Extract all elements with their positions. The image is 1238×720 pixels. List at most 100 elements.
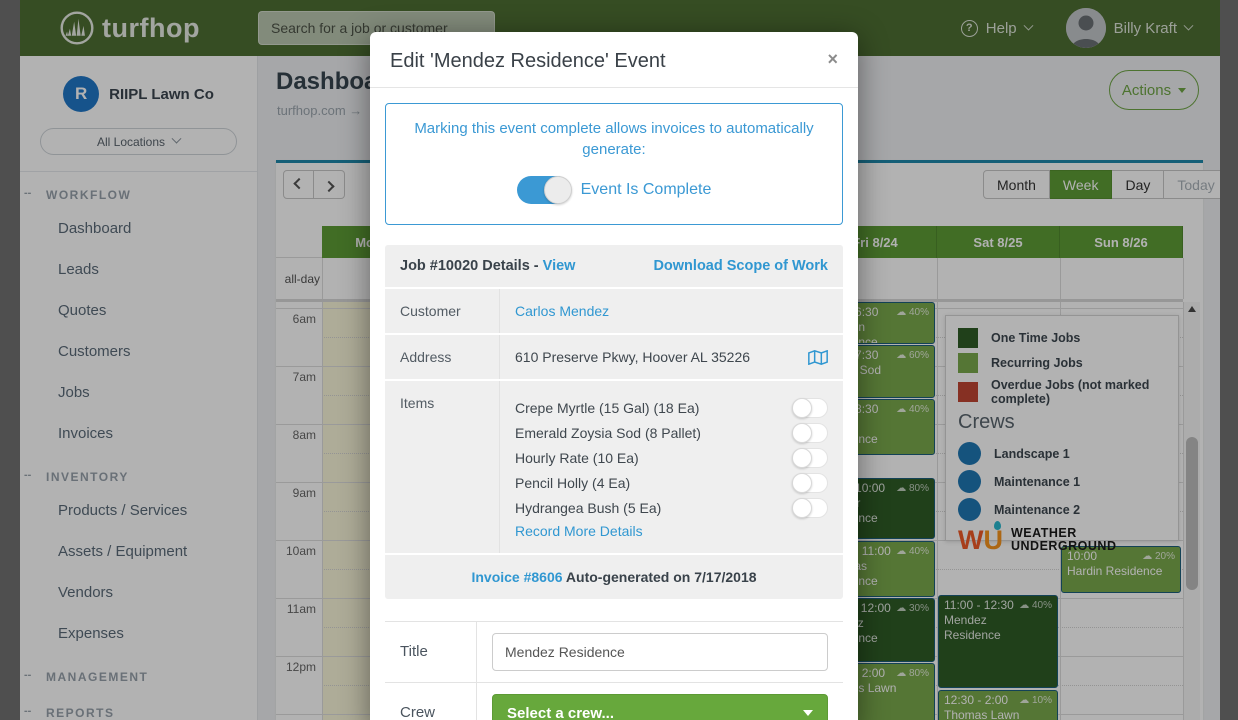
sidebar-item-expenses[interactable]: Expenses [58,625,124,642]
item-toggle[interactable] [792,472,828,493]
cloud-forecast-icon: ☁ 40% [1019,600,1052,611]
record-more-details-link[interactable]: Record More Details [515,523,643,539]
calendar-event[interactable]: 12:30 - 2:00 ☁ 10% Thomas Lawn [938,690,1058,720]
sidebar-item-leads[interactable]: Leads [58,261,99,278]
event-title: Hardin Residence [1067,564,1163,578]
sidebar-section-management: -- MANAGEMENT [20,654,257,690]
title-input[interactable] [492,633,828,671]
invoice-note: Auto-generated on 7/17/2018 [565,569,757,585]
notice-text: Marking this event complete allows invoi… [414,120,814,158]
calendar-event[interactable]: 10:00 ☁ 20% Hardin Residence [1061,546,1181,593]
next-button[interactable] [314,170,345,199]
customer-label: Customer [385,289,500,333]
download-scope-link[interactable]: Download Scope of Work [653,258,828,274]
crew-legend-item: Landscape 1 [958,442,1166,465]
section-label: INVENTORY [46,470,129,484]
toggle-knob [792,397,812,418]
map-icon[interactable] [808,349,828,365]
prev-button[interactable] [283,170,314,199]
grass-icon [60,11,94,45]
crew-label: Crew [385,683,477,720]
view-today-button[interactable]: Today [1164,170,1220,199]
job-item-label: Crepe Myrtle (15 Gal) (18 Ea) [515,399,700,416]
wu-wordmark: WEATHER UNDERGROUND [1010,526,1117,553]
company-logo: R [63,76,100,112]
modal-header: Edit 'Mendez Residence' Event × [370,32,858,88]
user-menu[interactable]: Billy Kraft [1065,8,1194,48]
legend-swatch [958,353,978,373]
item-toggle[interactable] [792,422,828,443]
event-form: Title Crew Select a crew... [385,621,843,720]
time-label: 6am [292,312,316,326]
location-selector[interactable]: All Locations [40,128,237,155]
cloud-forecast-icon: ☁ 80% [896,668,929,679]
job-item-label: Hourly Rate (10 Ea) [515,449,639,466]
sidebar-item-invoices[interactable]: Invoices [58,425,114,442]
legend-item: Overdue Jobs (not marked complete) [958,378,1166,406]
calendar-event[interactable]: 11:00 - 12:30 ☁ 40% Mendez Residence [938,595,1058,688]
cloud-forecast-icon: ☁ 40% [896,307,929,318]
job-details-header: Job #10020 Details - View Download Scope… [385,245,843,289]
calendar-scrollbar[interactable] [1183,302,1200,720]
event-time-row: 10:00 ☁ 20% [1067,549,1175,564]
cloud-forecast-icon: ☁ 40% [896,404,929,415]
customer-row: Customer Carlos Mendez [385,289,843,335]
item-toggle[interactable] [792,497,828,518]
help-menu[interactable]: ? Help [960,19,1034,37]
grid-vline [937,302,938,720]
items-label: Items [385,381,500,553]
time-label: 12pm [285,660,316,674]
sidebar-item-products-services[interactable]: Products / Services [58,502,188,519]
scrollbar-thumb[interactable] [1186,437,1198,590]
calendar-legend: One Time Jobs Recurring Jobs Overdue Jobs … [945,315,1179,554]
sidebar-item-quotes[interactable]: Quotes [58,302,107,319]
invoice-line: Invoice #8606 Auto-generated on 7/17/201… [385,555,843,599]
sidebar-item-vendors[interactable]: Vendors [58,584,114,601]
crews-legend: Landscape 1 Maintenance 1 Maintenance 2 [958,442,1166,521]
view-month-button[interactable]: Month [983,170,1050,199]
invoice-link[interactable]: Invoice #8606 [471,569,563,585]
crew-select[interactable]: Select a crew... [492,694,828,720]
grid-vline [322,302,323,720]
grid-vline [1060,258,1061,299]
close-icon[interactable]: × [827,49,838,69]
grid-vline [322,258,323,299]
actions-button[interactable]: Actions [1109,70,1199,110]
job-item-label: Hydrangea Bush (5 Ea) [515,499,662,516]
turfhop-logo[interactable]: turfhop [60,11,200,45]
event-time-row: 12:30 - 2:00 ☁ 10% [944,693,1052,708]
sidebar-item-dashboard[interactable]: Dashboard [58,220,132,237]
grid-vline [937,258,938,299]
item-toggle[interactable] [792,447,828,468]
job-item-row: Crepe Myrtle (15 Gal) (18 Ea) [515,395,828,420]
address-value: 610 Preserve Pkwy, Hoover AL 35226 [515,349,751,365]
sidebar-section-reports: -- REPORTS [20,690,257,720]
sidebar-item-assets-equipment[interactable]: Assets / Equipment [58,543,188,560]
sidebar-section-workflow: -- WORKFLOW [20,172,257,208]
event-complete-toggle[interactable] [516,176,572,204]
cloud-forecast-icon: ☁ 20% [1142,551,1175,562]
sidebar-item-jobs[interactable]: Jobs [58,384,90,401]
address-label: Address [385,335,500,379]
sidebar-item-customers[interactable]: Customers [58,343,131,360]
location-label: All Locations [96,134,166,149]
crew-legend-item: Maintenance 1 [958,470,1166,493]
wu-icon: WU [958,521,1003,554]
legend-label: Overdue Jobs (not marked complete) [991,378,1150,406]
legend-swatch [958,382,978,402]
job-item-row: Pencil Holly (4 Ea) [515,470,828,495]
view-week-button[interactable]: Week [1049,170,1113,199]
all-day-label: all-day [284,272,320,286]
tree-dash-icon: -- [24,705,32,717]
view-job-link[interactable]: View [542,258,576,274]
item-toggle[interactable] [792,397,828,418]
customer-link[interactable]: Carlos Mendez [515,303,610,319]
view-day-button[interactable]: Day [1112,170,1165,199]
crew-row: Crew Select a crew... [385,683,843,720]
legend-item: Recurring Jobs [958,353,1166,373]
time-label: 9am [292,486,316,500]
job-item-row: Hourly Rate (10 Ea) [515,445,828,470]
toggle-knob [792,497,812,518]
scroll-up-arrow-icon[interactable] [1188,306,1196,312]
section-label: WORKFLOW [46,188,132,202]
